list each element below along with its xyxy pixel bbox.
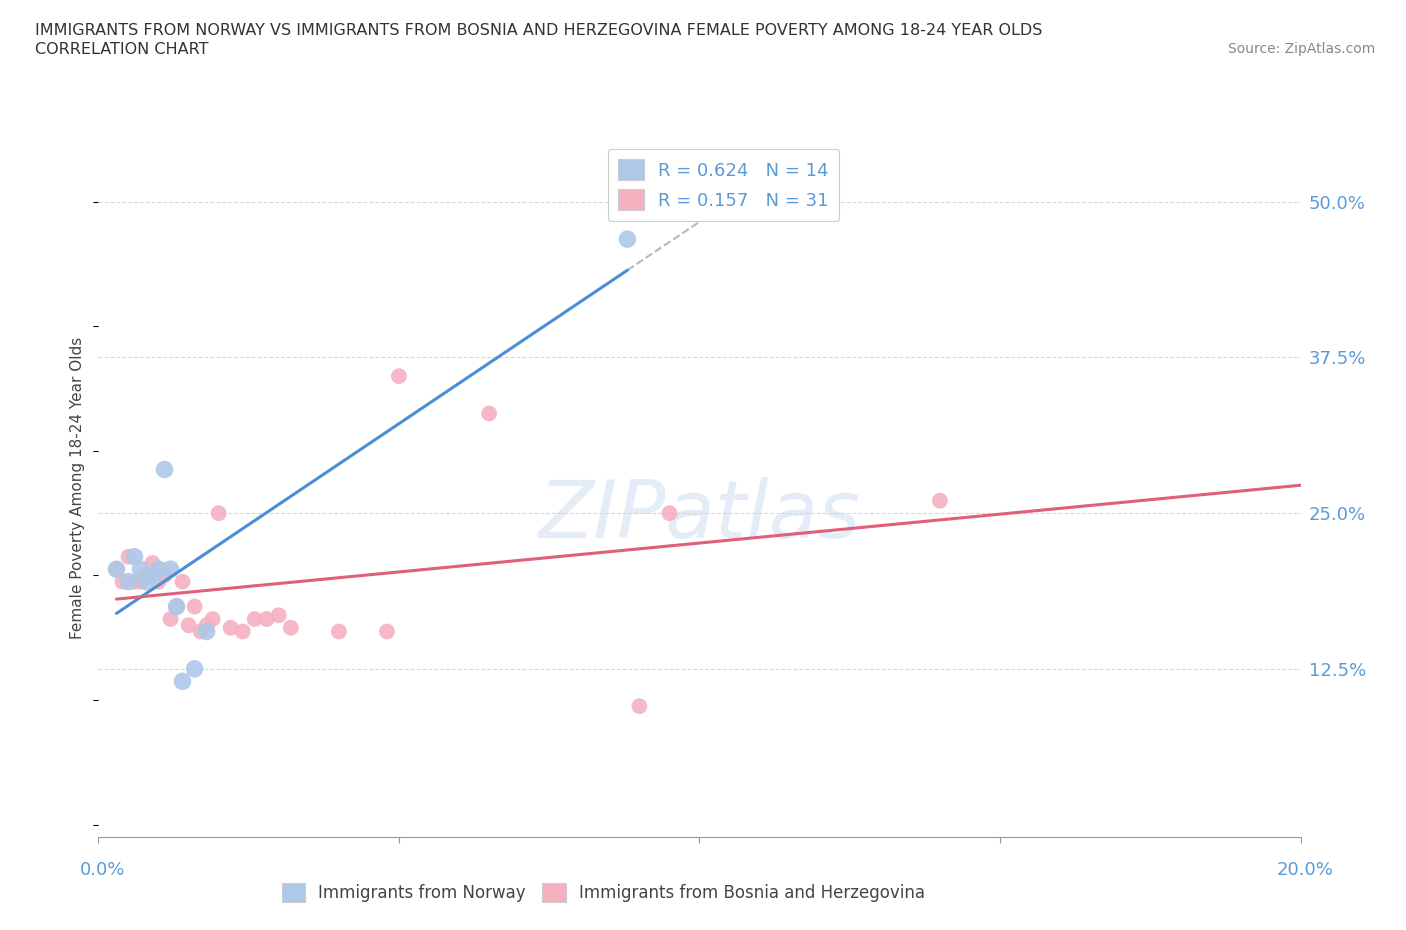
Y-axis label: Female Poverty Among 18-24 Year Olds: Female Poverty Among 18-24 Year Olds xyxy=(70,338,86,640)
Point xyxy=(208,506,231,521)
Point xyxy=(658,506,681,521)
Point xyxy=(129,574,152,589)
Point xyxy=(628,698,651,713)
Point xyxy=(201,612,224,627)
Point xyxy=(141,555,163,570)
Point xyxy=(232,624,254,639)
Point xyxy=(117,550,139,565)
Point xyxy=(280,620,302,635)
Point xyxy=(172,674,194,689)
Text: CORRELATION CHART: CORRELATION CHART xyxy=(35,42,208,57)
Text: ZIPatlas: ZIPatlas xyxy=(538,477,860,555)
Point xyxy=(172,574,194,589)
Point xyxy=(190,624,212,639)
Point xyxy=(375,624,398,639)
Point xyxy=(166,599,188,614)
Point xyxy=(129,562,152,577)
Text: 0.0%: 0.0% xyxy=(80,860,125,879)
Point xyxy=(111,574,134,589)
Point xyxy=(105,562,128,577)
Point xyxy=(166,599,188,614)
Point xyxy=(243,612,266,627)
Point xyxy=(124,574,146,589)
Point xyxy=(159,612,181,627)
Text: Source: ZipAtlas.com: Source: ZipAtlas.com xyxy=(1227,42,1375,56)
Point xyxy=(183,599,205,614)
Point xyxy=(135,574,157,589)
Point xyxy=(105,562,128,577)
Point xyxy=(388,368,411,383)
Point xyxy=(153,462,176,477)
Point xyxy=(117,574,139,589)
Point xyxy=(124,550,146,565)
Point xyxy=(256,612,278,627)
Legend: Immigrants from Norway, Immigrants from Bosnia and Herzegovina: Immigrants from Norway, Immigrants from … xyxy=(274,876,932,909)
Point xyxy=(148,574,170,589)
Point xyxy=(177,618,200,632)
Point xyxy=(219,620,242,635)
Point xyxy=(195,618,218,632)
Text: 20.0%: 20.0% xyxy=(1277,860,1333,879)
Point xyxy=(328,624,350,639)
Point xyxy=(195,624,218,639)
Text: IMMIGRANTS FROM NORWAY VS IMMIGRANTS FROM BOSNIA AND HERZEGOVINA FEMALE POVERTY : IMMIGRANTS FROM NORWAY VS IMMIGRANTS FRO… xyxy=(35,23,1042,38)
Point xyxy=(141,568,163,583)
Point xyxy=(153,568,176,583)
Point xyxy=(159,562,181,577)
Point xyxy=(929,493,952,508)
Point xyxy=(183,661,205,676)
Point xyxy=(616,232,638,246)
Point xyxy=(135,568,157,583)
Point xyxy=(478,406,501,421)
Point xyxy=(148,562,170,577)
Point xyxy=(267,608,290,623)
